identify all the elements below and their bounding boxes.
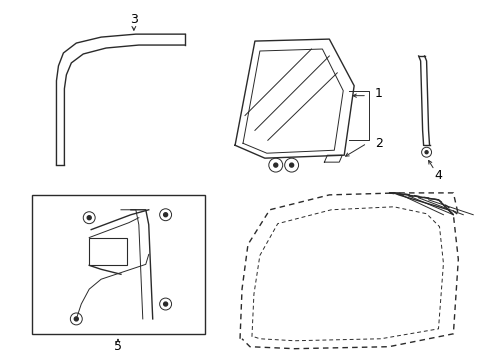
Circle shape — [273, 163, 277, 167]
Text: 5: 5 — [114, 340, 122, 353]
Text: 2: 2 — [374, 137, 382, 150]
Text: 1: 1 — [374, 87, 382, 100]
Text: 3: 3 — [130, 13, 138, 26]
Circle shape — [74, 317, 78, 321]
Text: 4: 4 — [434, 168, 442, 181]
Bar — [32, 195, 205, 334]
Circle shape — [87, 216, 91, 220]
FancyBboxPatch shape — [89, 238, 127, 265]
Circle shape — [163, 302, 167, 306]
Circle shape — [289, 163, 293, 167]
Circle shape — [163, 213, 167, 217]
Circle shape — [424, 151, 427, 154]
